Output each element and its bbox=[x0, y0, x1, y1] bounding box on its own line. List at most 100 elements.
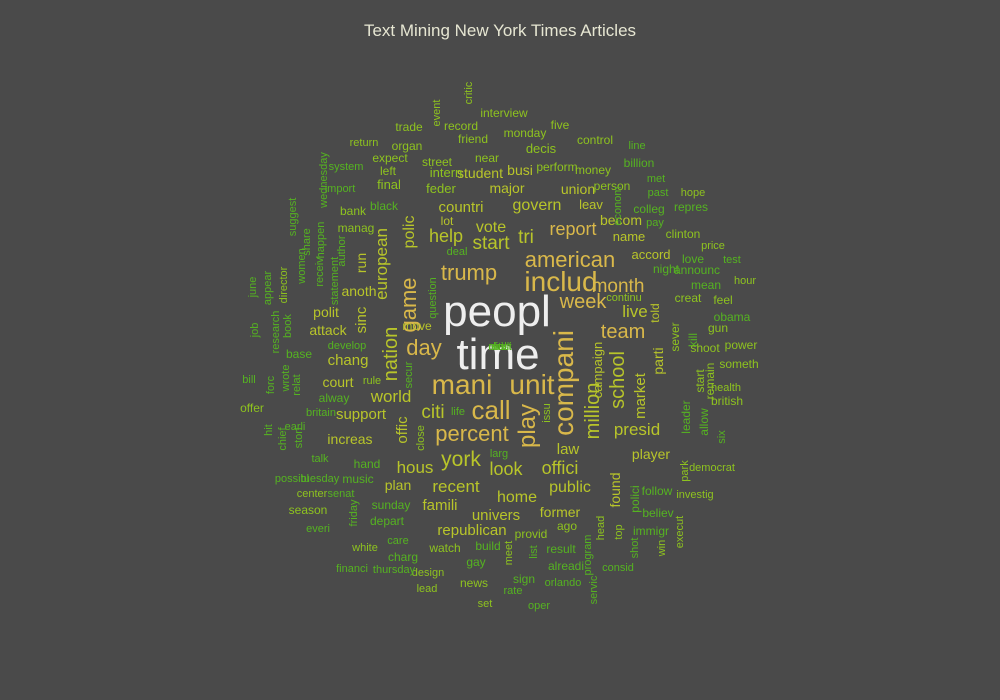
word-presid: presid bbox=[614, 420, 660, 439]
word-compani: compani bbox=[548, 330, 579, 436]
word-investig: investig bbox=[676, 489, 713, 501]
word-women: women bbox=[296, 248, 308, 284]
word-forc: forc bbox=[265, 375, 277, 394]
word-win: win bbox=[656, 540, 668, 558]
word-continu: continu bbox=[606, 292, 641, 304]
word-perform: perform bbox=[536, 160, 577, 174]
word-mean: mean bbox=[691, 278, 721, 292]
word-public: public bbox=[549, 479, 591, 496]
word-announc: announc bbox=[674, 263, 720, 277]
word-alreadi: alreadi bbox=[548, 559, 584, 573]
word-test: test bbox=[723, 254, 741, 266]
word-alway: alway bbox=[319, 391, 350, 405]
word-name: name bbox=[613, 229, 646, 244]
word-hope: hope bbox=[681, 187, 705, 199]
word-center: center bbox=[297, 488, 328, 500]
word-expect: expect bbox=[372, 151, 408, 165]
word-develop: develop bbox=[328, 340, 367, 352]
word-recent: recent bbox=[432, 477, 480, 496]
word-unit: unit bbox=[509, 369, 554, 400]
word-run: run bbox=[353, 253, 369, 273]
word-kill: kill bbox=[686, 333, 700, 347]
word-top: top bbox=[613, 524, 625, 539]
word-shoot: shoot bbox=[690, 341, 720, 355]
word-share: share bbox=[301, 228, 313, 256]
word-author: author bbox=[336, 235, 348, 267]
word-line: line bbox=[628, 140, 645, 152]
word-black: black bbox=[370, 199, 399, 213]
word-famili: famili bbox=[422, 497, 457, 514]
word-provid: provid bbox=[515, 527, 548, 541]
word-leav: leav bbox=[579, 197, 603, 212]
word-earli: earli bbox=[285, 421, 306, 433]
word-program: program bbox=[582, 535, 594, 576]
word-student: student bbox=[457, 165, 503, 181]
word-nation: nation bbox=[380, 327, 402, 382]
word-home: home bbox=[497, 489, 537, 506]
word-question: question bbox=[427, 277, 439, 319]
word-month: month bbox=[592, 276, 645, 297]
word-start: start bbox=[473, 233, 511, 254]
word-clinton: clinton bbox=[666, 227, 701, 241]
word-music: music bbox=[342, 472, 373, 486]
word-bill: bill bbox=[242, 374, 255, 386]
word-health: health bbox=[711, 382, 741, 394]
word-final: final bbox=[377, 177, 401, 192]
word-peopl: peopl bbox=[443, 287, 551, 336]
word-realli: realli bbox=[488, 341, 511, 353]
word-someth: someth bbox=[719, 357, 758, 371]
word-person: person bbox=[594, 179, 631, 193]
word-possibl: possibl bbox=[275, 473, 309, 485]
word-day: day bbox=[406, 335, 441, 360]
word-republican: republican bbox=[437, 522, 506, 539]
word-rais: rais bbox=[491, 341, 509, 353]
word-five: five bbox=[551, 118, 570, 132]
chart-title: Text Mining New York Times Articles bbox=[363, 21, 637, 40]
word-lot: lot bbox=[441, 214, 454, 228]
word-leader: leader bbox=[679, 400, 693, 433]
word-immigr: immigr bbox=[633, 524, 669, 538]
word-white: white bbox=[351, 542, 378, 554]
word-chang: chang bbox=[328, 352, 369, 369]
word-trade: trade bbox=[395, 120, 423, 134]
word-vote: vote bbox=[476, 219, 506, 236]
word-issu: issu bbox=[541, 403, 553, 423]
word-power: power bbox=[725, 338, 758, 352]
word-feder: feder bbox=[426, 181, 456, 196]
word-market: market bbox=[632, 372, 649, 419]
word-lead: lead bbox=[417, 583, 438, 595]
word-found: found bbox=[607, 472, 623, 507]
word-event: event bbox=[431, 100, 443, 127]
word-build: build bbox=[475, 539, 500, 553]
word-friday: friday bbox=[348, 499, 360, 526]
word-gay: gay bbox=[466, 555, 485, 569]
word-everi: everi bbox=[306, 523, 330, 535]
word-chief: chief bbox=[277, 426, 289, 450]
word-million: million bbox=[582, 383, 604, 440]
word-return: return bbox=[350, 137, 379, 149]
word-hous: hous bbox=[397, 458, 434, 477]
word-secur: secur bbox=[403, 361, 415, 388]
word-plan: plan bbox=[385, 477, 411, 493]
word-countri: countri bbox=[438, 199, 483, 216]
word-import: import bbox=[325, 183, 356, 195]
word-univers: univers bbox=[472, 507, 520, 524]
word-call: call bbox=[471, 395, 510, 425]
word-money: money bbox=[575, 163, 611, 177]
word-past: past bbox=[648, 187, 669, 199]
word-decis: decis bbox=[526, 141, 557, 156]
word-charg: charg bbox=[388, 550, 418, 564]
word-street: street bbox=[422, 155, 453, 169]
word-world: world bbox=[370, 387, 412, 406]
word-believ: believ bbox=[642, 506, 673, 520]
word-told: told bbox=[648, 303, 662, 322]
word-court: court bbox=[322, 374, 353, 390]
word-price: price bbox=[701, 240, 725, 252]
word-british: british bbox=[711, 394, 743, 408]
word-move: move bbox=[402, 319, 432, 333]
word-tri: tri bbox=[518, 227, 534, 248]
word-percent: percent bbox=[435, 421, 508, 446]
word-american: american bbox=[525, 247, 615, 272]
word-monday: monday bbox=[504, 126, 547, 140]
